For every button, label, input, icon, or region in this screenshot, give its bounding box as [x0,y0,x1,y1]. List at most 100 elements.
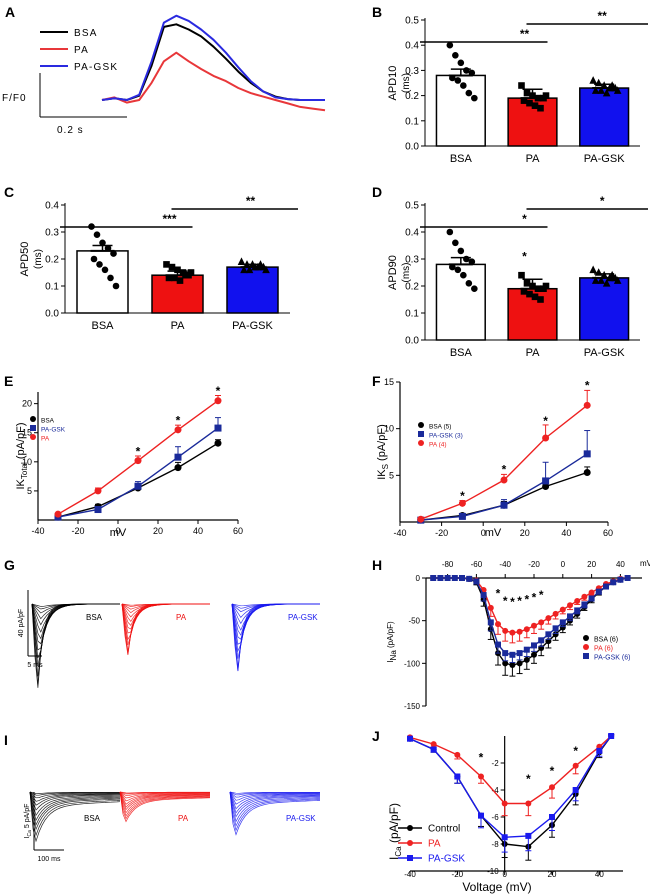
data-point [516,628,523,635]
current-trace [31,603,120,685]
y-axis-label: APD50 [19,242,31,277]
data-point [240,265,248,274]
data-point [552,631,559,638]
data-point [187,269,195,276]
scale-label-y-subscript: Ca [27,830,33,837]
current-trace [121,603,210,641]
trace-group-label: PA-GSK [286,814,316,823]
data-point [531,293,539,301]
current-trace [31,603,120,667]
data-point [466,575,473,582]
panel-E: E -40 -20 0 20 40 60 5 10 15 20 mV IKTotal (pA/pF) * *… [4,373,243,539]
data-point [518,82,525,89]
x-tick-label: 0 [115,526,120,536]
series-line [433,577,628,656]
legend-label: BSA [41,418,55,425]
series-pa-gsk [54,417,222,521]
current-trace [31,603,120,688]
data-point [537,296,544,303]
data-point [589,76,597,84]
current-trace [119,791,211,811]
data-point [600,81,608,89]
data-point [613,276,622,284]
data-point [608,270,616,279]
x-tick-label: 0 [481,528,486,538]
x-tick-label: 60 [233,526,243,536]
trace-group-label: BSA [84,814,101,823]
data-point [134,482,142,490]
current-trace [119,791,211,808]
current-trace [231,603,320,613]
y-tick-label: 15 [384,377,394,387]
data-point [613,86,622,94]
y-axis-label-main: APD90 [387,255,399,290]
x-tick-label: 20 [587,560,596,569]
significance-label: * [585,379,590,393]
data-point [591,276,600,284]
y-axis-label-unit: (pA/pF) [386,621,395,650]
data-point [542,282,550,290]
data-point [457,59,465,67]
data-point [110,250,117,257]
data-point [458,499,466,507]
data-point [525,800,532,807]
data-point [542,92,550,99]
y-tick-label: 0.3 [405,255,419,266]
y-tick-label: -2 [492,759,500,768]
x-tick-label: -40 [393,528,406,538]
current-trace [31,603,120,677]
bar-pa-gsk [579,87,630,147]
legend-swatch [407,855,413,861]
data-point [572,787,579,793]
current-trace [29,791,121,837]
x-tick-label: 20 [520,528,530,538]
series-pa-4- [417,389,591,523]
y-tick-label: 0.0 [405,142,419,153]
data-point [567,602,573,609]
data-point [165,274,173,282]
data-point [163,261,170,268]
scale-label-x: 5 ms [27,662,43,669]
legend-swatch [30,434,36,440]
x-tick-label: -40 [499,560,511,569]
x-axis-label: mV [640,559,650,568]
y-tick-label: 0.2 [405,91,419,102]
current-trace [119,791,211,820]
current-trace [29,791,121,811]
data-point [531,642,537,649]
data-point [602,88,611,97]
y-tick-label: 0.4 [405,228,419,239]
data-point [251,262,259,271]
data-point [457,247,465,255]
bar-pa-gsk [579,277,630,341]
current-trace [29,791,120,806]
current-trace [229,791,320,814]
data-point [480,592,487,599]
trace-pa [101,51,326,112]
current-trace [229,791,321,832]
y-tick-label: 0.1 [45,282,59,293]
panel-G: G BSA PA PA-GSK 40 pA/pF 5 ms [4,557,320,688]
significance-label: * [522,212,527,226]
data-point [529,92,536,99]
data-point [617,576,624,583]
data-point [591,86,600,94]
current-trace [119,791,211,817]
legend-label: PA [74,45,89,56]
data-point [597,86,605,94]
data-point [463,255,470,263]
significance-label: ** [246,194,256,208]
significance-label: * [502,463,507,477]
y-tick-label: -4 [492,786,500,795]
significance-label: * [496,586,501,600]
significance-label: ** [597,9,607,23]
data-point [583,469,591,477]
y-tick-label: 0.0 [405,336,419,347]
current-trace [119,791,210,814]
current-trace [31,603,120,607]
data-point [597,276,605,284]
data-point [608,81,616,89]
data-point [454,77,462,84]
data-point [509,651,516,658]
legend-label: PA [428,839,441,850]
